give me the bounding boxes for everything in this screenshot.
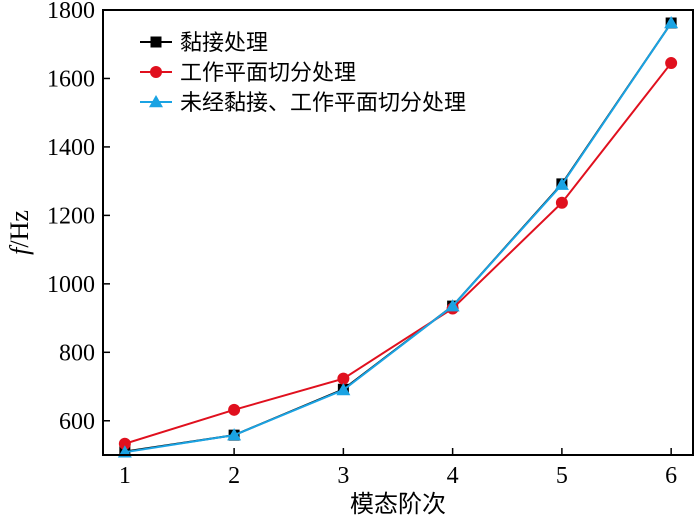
series-2-point-6	[665, 57, 678, 70]
legend-label-2: 工作平面切分处理	[180, 61, 356, 86]
series-3-point-2	[227, 428, 242, 441]
x-tick-label-2: 2	[228, 463, 240, 489]
x-tick-label-4: 4	[447, 463, 459, 489]
y-tick-label-1800: 1800	[47, 0, 95, 24]
y-tick-label-1000: 1000	[47, 272, 95, 298]
series-3-point-5	[554, 177, 569, 190]
series-3-point-3	[336, 382, 351, 396]
legend-marker-1	[150, 36, 162, 48]
y-tick-label-800: 800	[59, 340, 95, 366]
legend-item-3: 未经黏接、工作平面切分处理	[140, 91, 466, 116]
series-layer	[117, 16, 679, 458]
legend-marker-3	[149, 95, 163, 108]
plot-frame	[102, 9, 694, 456]
series-2-point-3	[337, 372, 350, 385]
series-2-point-5	[555, 196, 568, 209]
series-3-line	[124, 22, 672, 454]
x-tick-label-3: 3	[337, 463, 349, 489]
y-tick-label-1200: 1200	[47, 203, 95, 229]
x-tick-label-5: 5	[556, 463, 568, 489]
series-2-point-2	[228, 403, 241, 416]
series-1-line	[124, 22, 672, 453]
y-tick-label-1600: 1600	[47, 66, 95, 92]
y-tick-label-1400: 1400	[47, 135, 95, 161]
y-axis-title: f/Hz	[5, 210, 34, 255]
series-2-point-1	[118, 437, 131, 450]
series-2-line	[124, 62, 672, 445]
y-axis-title-unit: /Hz	[5, 210, 34, 248]
tick-labels: 1 2 3 4 5 6 600 800 1000 1200 1400 1600 1800	[47, 0, 677, 489]
legend-label-1: 黏接处理	[180, 31, 268, 56]
x-tick-label-1: 1	[119, 463, 131, 489]
legend-item-2: 工作平面切分处理	[140, 61, 356, 86]
legend-label-3: 未经黏接、工作平面切分处理	[180, 91, 466, 116]
y-tick-label-600: 600	[59, 409, 95, 435]
y-axis-title-symbol: f	[5, 244, 34, 255]
series-3-point-4	[445, 299, 460, 312]
series-3-point-6	[664, 16, 679, 29]
legend-marker-2	[150, 66, 162, 78]
x-tick-label-6: 6	[665, 463, 677, 489]
legend-item-1: 黏接处理	[140, 31, 268, 56]
x-axis-title: 模态阶次	[350, 490, 446, 518]
